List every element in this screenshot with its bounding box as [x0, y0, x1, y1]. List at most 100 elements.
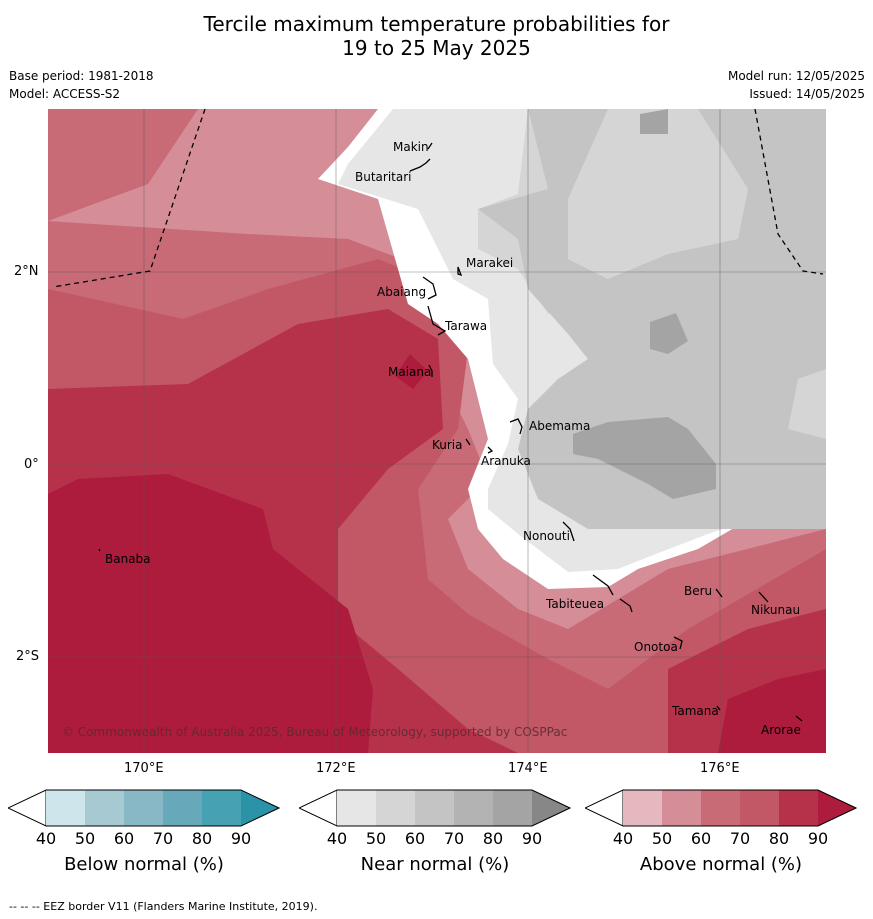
label-butaritari: Butaritari [355, 170, 412, 184]
label-abaiang: Abaiang [377, 285, 426, 299]
above-90-region-se [718, 669, 826, 753]
grid-lines [48, 109, 826, 753]
copyright-notice: © Commonwealth of Australia 2025, Bureau… [62, 725, 567, 739]
island-beru [715, 588, 723, 598]
label-tabiteuea: Tabiteuea [545, 597, 604, 611]
near-swatch-0 [337, 790, 376, 826]
label-nikunau: Nikunau [751, 603, 800, 617]
island-marakei [457, 266, 463, 277]
below-tick-80: 80 [191, 829, 213, 848]
near-normal-70-south [573, 417, 716, 499]
map-title-line1: Tercile maximum temperature probabilitie… [203, 12, 670, 36]
colorbar-above-normal [585, 789, 857, 827]
eez-border [52, 109, 824, 288]
lat-label-2s: 2°S [16, 649, 40, 664]
colorbar-below-normal [8, 789, 280, 827]
above-tick-90: 90 [807, 829, 829, 848]
label-beru: Beru [684, 584, 712, 598]
near-normal-70-north [640, 109, 668, 134]
near-swatch-5 [532, 790, 570, 826]
label-banaba: Banaba [105, 552, 151, 566]
lon-label-170: 170°E [124, 761, 164, 776]
below-swatch-1 [85, 790, 124, 826]
near-tick-40: 40 [326, 829, 348, 848]
above-swatch-2 [701, 790, 740, 826]
near-swatch-4 [493, 790, 532, 826]
below-tick-50: 50 [74, 829, 96, 848]
lon-label-174: 174°E [508, 761, 548, 776]
below-swatch-0 [46, 790, 85, 826]
below-swatch-5 [241, 790, 279, 826]
near-tick-90: 90 [521, 829, 543, 848]
above-60-corner [48, 109, 198, 219]
island-arorae [795, 715, 803, 722]
lat-label-2n: 2°N [14, 264, 39, 279]
near-normal-50-east [788, 369, 826, 439]
near-swatch-1 [376, 790, 415, 826]
below-swatch-2 [124, 790, 163, 826]
label-marakei: Marakei [466, 256, 513, 270]
island-abemama [509, 418, 523, 435]
island-nonouti [562, 521, 575, 542]
lat-label-0: 0° [24, 457, 39, 472]
island-onotoa [673, 636, 683, 650]
meta-right: Model run: 12/05/2025 Issued: 14/05/2025 [728, 67, 865, 103]
above-normal-label: Above normal (%) [639, 854, 803, 875]
islands [98, 142, 803, 722]
island-aranuka [487, 446, 494, 454]
probability-map: Makin Butaritari Marakei Abaiang Tarawa … [48, 109, 826, 753]
map-title-line2: 19 to 25 May 2025 [342, 36, 531, 60]
island-tamana [716, 705, 721, 711]
above-swatch-3 [740, 790, 779, 826]
below-tick-60: 60 [113, 829, 135, 848]
meta-left: Base period: 1981-2018 Model: ACCESS-S2 [9, 67, 154, 103]
label-kuria: Kuria [432, 438, 463, 452]
near-tick-50: 50 [365, 829, 387, 848]
model-name: Model: ACCESS-S2 [9, 87, 121, 101]
island-tarawa [427, 305, 447, 336]
island-tabiteuea [592, 574, 633, 613]
above-swatch-4 [779, 790, 818, 826]
above-tick-70: 70 [729, 829, 751, 848]
above-tick-80: 80 [768, 829, 790, 848]
above-swatch-5 [818, 790, 856, 826]
below-swatch-4 [202, 790, 241, 826]
label-maiana: Maiana [388, 365, 431, 379]
near-normal-label: Near normal (%) [360, 854, 510, 875]
issued-date: Issued: 14/05/2025 [749, 87, 865, 101]
below-tick-70: 70 [152, 829, 174, 848]
above-tick-50: 50 [651, 829, 673, 848]
below-swatch-3 [163, 790, 202, 826]
colorbar-near-normal [299, 789, 571, 827]
base-period: Base period: 1981-2018 [9, 69, 154, 83]
label-onotoa: Onotoa [634, 640, 678, 654]
island-abaiang [422, 276, 437, 300]
map-title: Tercile maximum temperature probabilitie… [0, 12, 873, 60]
near-tick-70: 70 [443, 829, 465, 848]
above-tick-40: 40 [612, 829, 634, 848]
island-nikunau [758, 591, 769, 603]
near-swatch-2 [415, 790, 454, 826]
island-makin [427, 142, 433, 150]
label-makin: Makin [393, 140, 429, 154]
island-butaritari [409, 158, 431, 172]
eez-footnote: -- -- -- EEZ border V11 (Flanders Marine… [9, 900, 318, 913]
above-tick-60: 60 [690, 829, 712, 848]
label-aranuka: Aranuka [481, 454, 531, 468]
below-tick-40: 40 [35, 829, 57, 848]
above-90-region [48, 474, 373, 753]
label-tarawa: Tarawa [444, 319, 487, 333]
near-tick-60: 60 [404, 829, 426, 848]
near-swatch-3 [454, 790, 493, 826]
label-nonouti: Nonouti [523, 529, 570, 543]
near-normal-50-middle [568, 109, 748, 279]
label-abemama: Abemama [529, 419, 590, 433]
near-normal-70-mid [650, 313, 688, 354]
below-tick-90: 90 [230, 829, 252, 848]
lon-label-172: 172°E [316, 761, 356, 776]
above-swatch-0 [623, 790, 662, 826]
label-tamana: Tamana [671, 704, 719, 718]
place-labels: Makin Butaritari Marakei Abaiang Tarawa … [105, 140, 801, 737]
lon-label-176: 176°E [700, 761, 740, 776]
island-maiana [428, 364, 433, 377]
